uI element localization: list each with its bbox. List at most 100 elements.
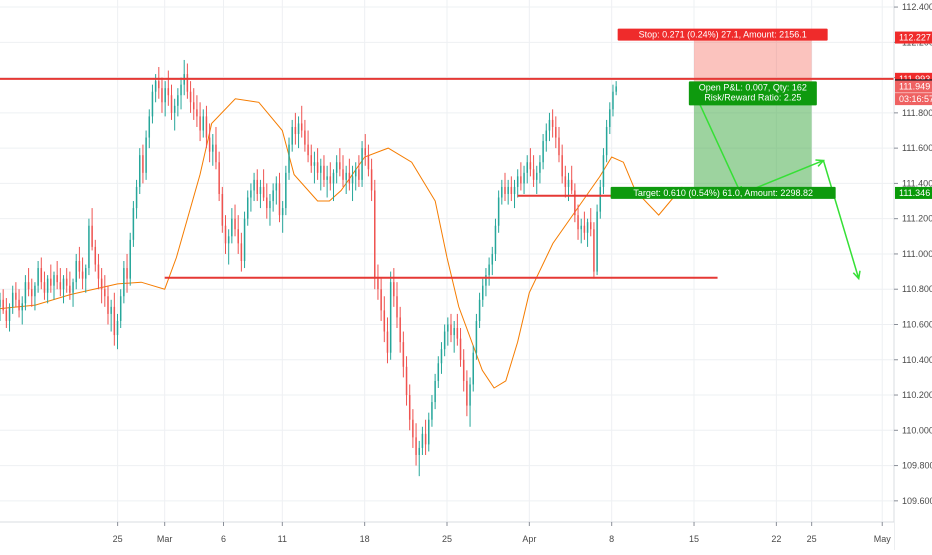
candle-body	[119, 296, 122, 321]
candle-body	[580, 225, 582, 230]
candle-body	[523, 172, 525, 184]
candle-body	[100, 278, 103, 290]
candle-body	[231, 218, 233, 237]
candle-body	[161, 88, 163, 103]
candle-body	[574, 190, 576, 216]
time-tick-label: 6	[221, 534, 226, 544]
candle-body	[583, 225, 586, 233]
candle-body	[358, 169, 360, 180]
candle-body	[466, 380, 468, 406]
candle-body	[570, 179, 573, 191]
time-axis-bg	[0, 522, 894, 550]
candle-body	[91, 225, 93, 247]
candle-body	[173, 105, 176, 113]
candle-body	[386, 331, 389, 353]
price-tick-label: 111.400	[902, 178, 932, 188]
time-tick-label: Mar	[157, 534, 173, 544]
candle-body	[113, 306, 116, 336]
candle-body	[310, 155, 313, 166]
candle-body	[462, 359, 465, 381]
candle-body	[399, 317, 401, 343]
candle-body	[396, 296, 398, 318]
candle-body	[561, 155, 563, 177]
candle-body	[345, 172, 347, 180]
candle-body	[475, 320, 478, 353]
candle-body	[542, 141, 544, 163]
price-badge-bg	[895, 80, 932, 93]
candle-body	[205, 116, 208, 138]
candle-body	[81, 271, 84, 279]
candle-body	[243, 218, 246, 261]
target-label: Target: 0.610 (0.54%) 61.0, Amount: 2298…	[633, 188, 813, 198]
candle-body	[116, 320, 119, 336]
candle-body	[596, 211, 598, 272]
candle-body	[504, 186, 506, 194]
candle-body	[256, 179, 259, 194]
price-badge: 111.949	[899, 82, 930, 92]
candle-body	[313, 162, 316, 166]
candle-body	[246, 197, 249, 219]
candle-body	[2, 299, 4, 311]
candle-body	[364, 148, 366, 156]
candle-body	[354, 169, 357, 177]
candle-body	[212, 144, 214, 152]
candle-body	[361, 148, 363, 180]
position-zones	[694, 37, 812, 193]
candle-body	[599, 186, 602, 212]
candle-body	[443, 331, 446, 350]
candle-body	[189, 91, 192, 103]
price-tick-label: 110.200	[902, 390, 932, 400]
candle-body	[431, 402, 433, 420]
candle-body	[31, 289, 33, 297]
candle-body	[53, 275, 55, 286]
candle-body	[69, 285, 71, 293]
candle-body	[453, 328, 455, 336]
candle-body	[418, 447, 420, 455]
candle-body	[218, 162, 220, 194]
candle-body	[507, 186, 509, 194]
pnl-label: Open P&L: 0.007, Qty: 162	[699, 82, 807, 92]
candle-body	[526, 162, 528, 173]
candle-body	[148, 116, 151, 138]
candle-body	[288, 144, 290, 173]
candle-body	[478, 299, 481, 321]
time-tick-label: 22	[771, 534, 781, 544]
candle-body	[199, 116, 201, 131]
candle-body	[332, 172, 335, 184]
candle-body	[56, 275, 58, 283]
candle-body	[428, 419, 430, 445]
price-badge-bg	[895, 186, 932, 199]
time-tick-label: 25	[113, 534, 123, 544]
projection-arrow[interactable]	[822, 160, 860, 279]
candle-body	[380, 289, 382, 311]
candle-body	[516, 176, 519, 187]
candle-body	[123, 268, 125, 297]
candle-body	[472, 352, 474, 385]
candle-body	[240, 243, 243, 261]
candle-body	[609, 109, 611, 127]
candle-body	[577, 215, 579, 230]
candle-body	[164, 88, 166, 103]
projection-arrow[interactable]	[693, 91, 742, 195]
candle-body	[154, 81, 157, 92]
price-tick-label: 111.000	[902, 249, 932, 259]
candle-body	[126, 268, 128, 279]
candle-body	[326, 176, 328, 180]
candle-body	[370, 169, 373, 191]
candle-body	[46, 278, 49, 293]
candle-body	[440, 349, 443, 364]
candle-body	[374, 190, 376, 279]
candle-body	[612, 91, 614, 110]
time-tick-label: 15	[689, 534, 699, 544]
time-tick-label: 11	[278, 534, 287, 544]
candle-body	[501, 186, 503, 198]
candle-body	[272, 190, 274, 202]
candle-body	[107, 296, 109, 314]
candle-body	[300, 123, 303, 131]
candle-body	[215, 144, 217, 163]
price-tick-label: 111.600	[902, 143, 932, 153]
candle-body	[170, 95, 173, 113]
candle-body	[393, 282, 395, 297]
